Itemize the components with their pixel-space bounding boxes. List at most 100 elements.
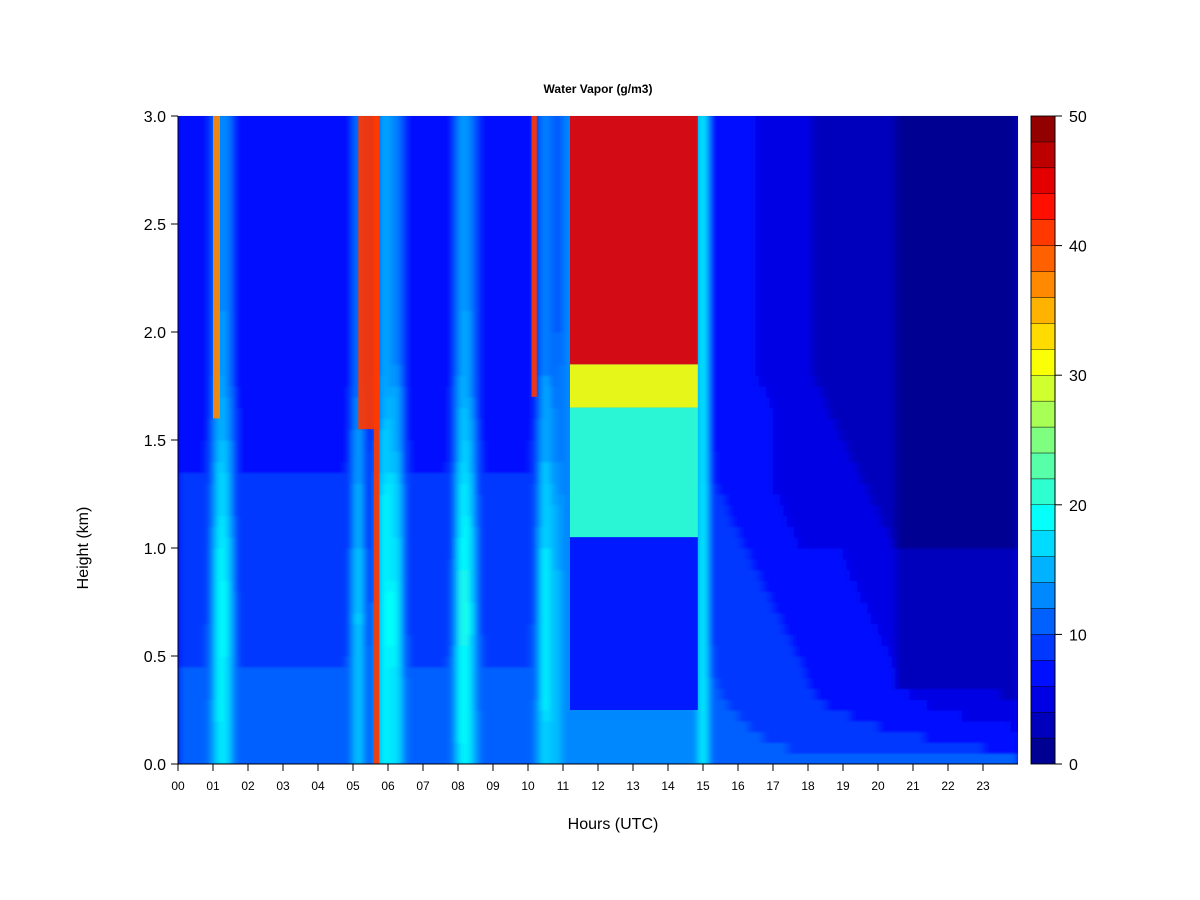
heatmap-cell — [461, 440, 466, 452]
heatmap-cell — [423, 310, 428, 322]
heatmap-cell — [265, 245, 270, 257]
heatmap-cell — [178, 407, 183, 419]
heatmap-cell — [314, 526, 319, 538]
heatmap-cell — [311, 364, 316, 376]
heatmap-cell — [461, 461, 466, 473]
heatmap-cell — [248, 720, 253, 733]
heatmap-cell — [195, 170, 200, 182]
heatmap-cell — [237, 720, 242, 733]
heatmap-cell — [178, 666, 183, 679]
heatmap-cell — [416, 526, 421, 538]
heatmap-cell — [258, 526, 263, 538]
heatmap-cell — [346, 407, 351, 419]
heatmap-cell — [353, 418, 358, 430]
heatmap-cell — [342, 731, 347, 743]
heatmap-cell — [346, 656, 351, 668]
heatmap-cell — [332, 666, 337, 679]
heatmap-cell — [454, 569, 459, 581]
heatmap-cell — [234, 656, 239, 668]
heatmap-cell — [314, 623, 319, 635]
heatmap-cell — [223, 666, 228, 679]
heatmap-cell — [195, 407, 200, 419]
heatmap-cell — [283, 602, 288, 614]
heatmap-cell — [395, 602, 400, 614]
heatmap-cell — [454, 494, 459, 506]
heatmap-cell — [213, 461, 218, 473]
heatmap-cell — [328, 116, 333, 117]
heatmap-cell — [412, 699, 417, 711]
heatmap-cell — [262, 299, 267, 311]
heatmap-cell — [188, 170, 193, 182]
heatmap-cell — [300, 742, 305, 754]
heatmap-cell — [244, 569, 249, 581]
heatmap-cell — [202, 116, 207, 128]
heatmap-cell — [269, 461, 274, 473]
heatmap-cell — [440, 278, 445, 290]
heatmap-cell — [213, 526, 218, 538]
heatmap-cell — [276, 159, 281, 171]
heatmap-cell — [206, 418, 211, 430]
heatmap-cell — [188, 515, 193, 527]
heatmap-cell — [202, 526, 207, 538]
heatmap-cell — [230, 645, 235, 657]
heatmap-cell — [181, 288, 186, 301]
heatmap-cell — [342, 353, 347, 365]
heatmap-cell — [209, 418, 214, 430]
heatmap-cell — [314, 202, 319, 214]
heatmap-cell — [346, 310, 351, 322]
heatmap-cell — [325, 278, 330, 290]
heatmap-cell — [188, 558, 193, 571]
heatmap-cell — [195, 666, 200, 679]
heatmap-cell — [342, 213, 347, 225]
heatmap-cell — [451, 213, 456, 225]
heatmap-cell — [433, 180, 438, 193]
heatmap-cell — [342, 245, 347, 257]
heatmap-cell — [199, 450, 204, 463]
heatmap-cell — [430, 472, 435, 484]
heatmap-cell — [185, 213, 190, 225]
heatmap-cell — [307, 710, 312, 722]
heatmap-cell — [188, 342, 193, 355]
heatmap-cell — [454, 591, 459, 603]
heatmap-cell — [377, 699, 382, 711]
heatmap-cell — [325, 310, 330, 322]
heatmap-cell — [454, 602, 459, 614]
heatmap-cell — [314, 494, 319, 506]
heatmap-cell — [286, 180, 291, 193]
heatmap-cell — [262, 494, 267, 506]
heatmap-cell — [332, 558, 337, 571]
heatmap-cell — [381, 159, 386, 171]
heatmap-cell — [325, 126, 330, 139]
heatmap-cell — [440, 116, 445, 117]
heatmap-cell — [423, 720, 428, 733]
heatmap-cell — [370, 472, 375, 484]
heatmap-cell — [461, 396, 466, 409]
heatmap-cell — [461, 623, 466, 635]
heatmap-cell — [255, 450, 260, 463]
heatmap-cell — [398, 418, 403, 430]
heatmap-cell — [213, 688, 218, 700]
heatmap-cell — [234, 288, 239, 301]
heatmap-cell — [307, 159, 312, 171]
heatmap-cell — [339, 202, 344, 214]
heatmap-cell — [342, 386, 347, 398]
heatmap-cell — [461, 245, 466, 257]
heatmap-cell — [248, 580, 253, 592]
heatmap-cell — [440, 429, 445, 441]
heatmap-cell — [328, 342, 333, 355]
heatmap-cell — [220, 720, 225, 733]
heatmap-cell — [272, 526, 277, 538]
heatmap-cell — [433, 753, 438, 764]
heatmap-cell — [195, 234, 200, 247]
heatmap-cell — [339, 569, 344, 581]
heatmap-cell — [440, 558, 445, 571]
heatmap-cell — [391, 429, 396, 441]
heatmap-cell — [409, 332, 414, 344]
heatmap-cell — [213, 720, 218, 733]
heatmap-cell — [444, 526, 449, 538]
heatmap-cell — [286, 753, 291, 764]
heatmap-cell — [265, 548, 270, 560]
heatmap-cell — [339, 688, 344, 700]
heatmap-cell — [241, 256, 246, 268]
heatmap-cell — [451, 267, 456, 279]
